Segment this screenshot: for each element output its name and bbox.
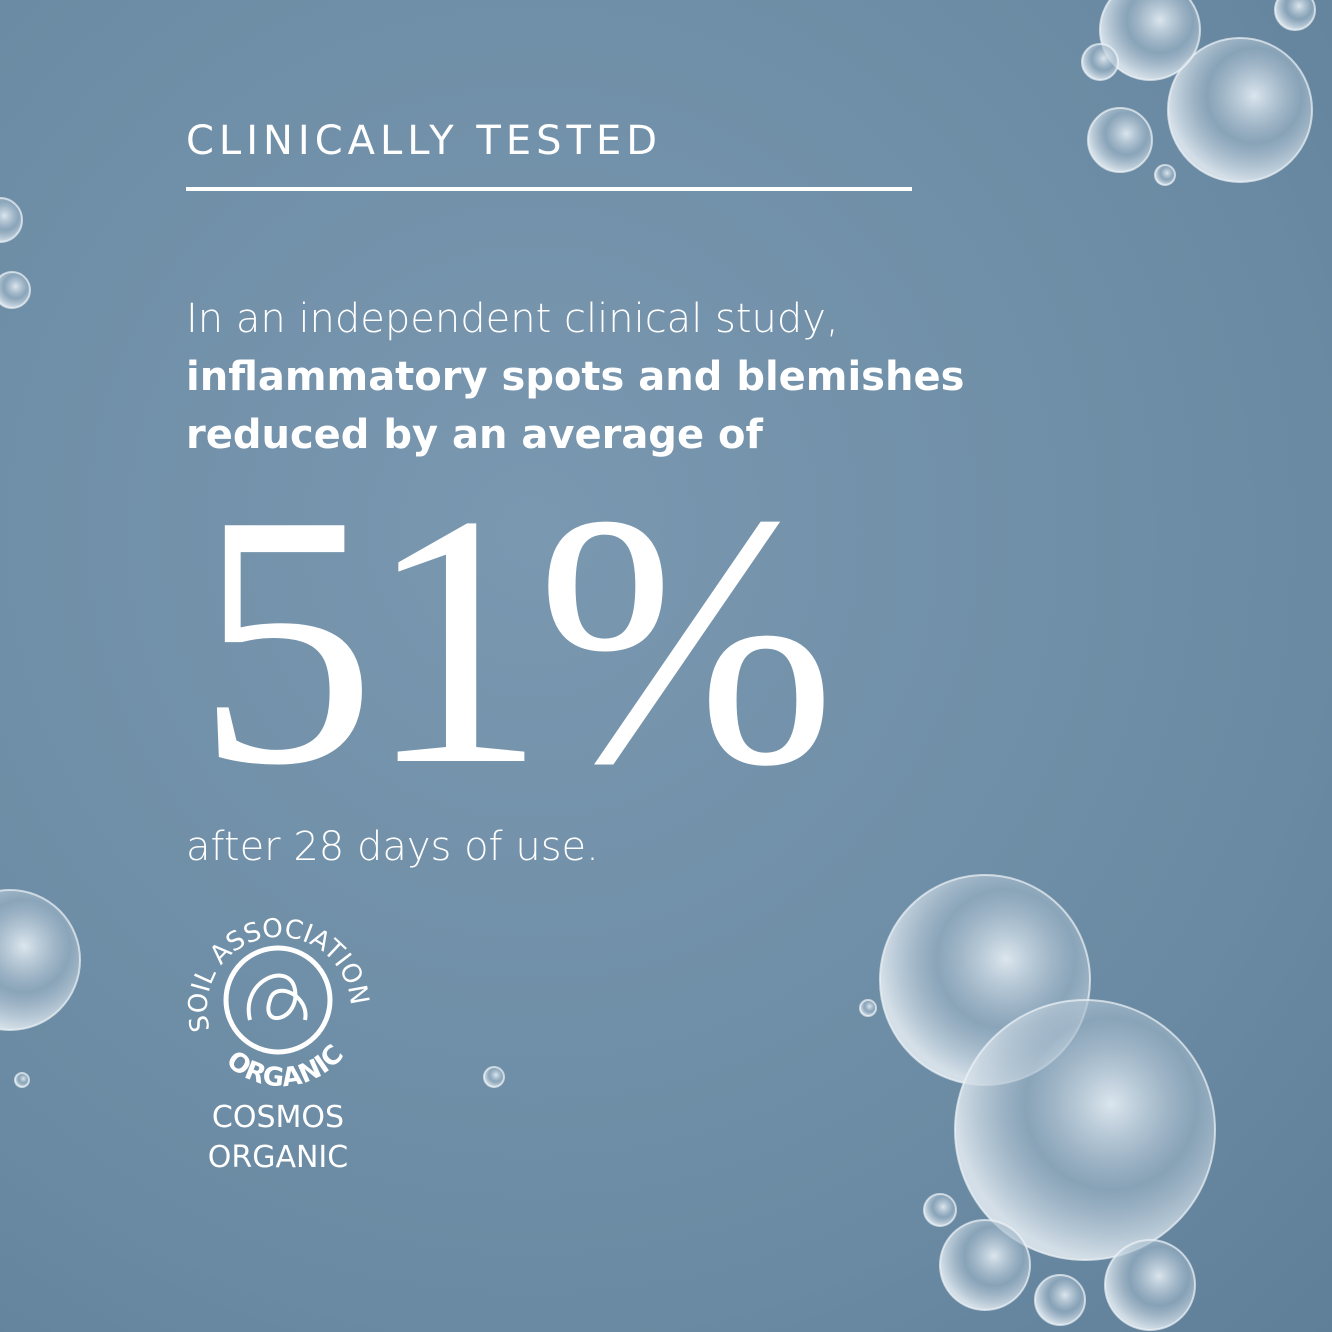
heading: CLINICALLY TESTED bbox=[186, 118, 663, 164]
logo-caption: COSMOS bbox=[211, 1100, 345, 1135]
highlight-text: reduced by an average of bbox=[186, 412, 763, 458]
logo-arc-text: ORGANIC bbox=[221, 1039, 350, 1093]
soil-association-logo: SOIL ASSOCIATION ORGANIC bbox=[183, 913, 374, 1093]
logo-arc-text: ORGANIC bbox=[221, 1039, 350, 1093]
highlight-text: inflammatory spots and blemishes bbox=[186, 354, 965, 400]
divider bbox=[186, 187, 912, 191]
intro-text: In an independent clinical study, bbox=[186, 296, 839, 342]
footnote: after 28 days of use. bbox=[186, 824, 599, 870]
stat-number: 51% bbox=[196, 440, 836, 839]
logo-caption: ORGANIC bbox=[207, 1140, 349, 1175]
